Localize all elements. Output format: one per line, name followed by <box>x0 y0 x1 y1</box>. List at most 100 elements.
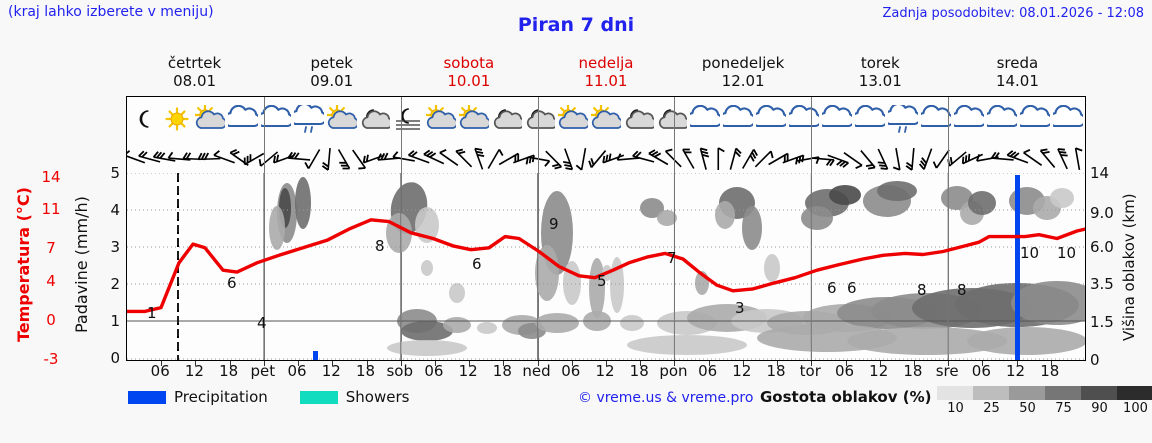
x-tick <box>195 361 196 366</box>
cloud-icon <box>689 97 722 143</box>
location-menu-note[interactable]: (kraj lahko izberete v meniju) <box>8 4 214 20</box>
wind-barb <box>682 148 695 169</box>
cloud-tick-0: 14 <box>1090 164 1110 182</box>
precipitation-tick-0: 5 <box>110 164 120 182</box>
temperature-value-label: 6 <box>827 279 837 297</box>
wind-barb <box>632 150 655 163</box>
x-tick <box>401 361 402 366</box>
wind-barb <box>1057 148 1068 170</box>
x-tick <box>811 361 812 366</box>
cloud-icon <box>821 97 854 143</box>
x-axis-label-9: 12 <box>458 362 478 380</box>
cloud-icon <box>226 97 259 143</box>
wind-barb <box>563 148 574 171</box>
x-axis-label-5: 12 <box>321 362 341 380</box>
wind-barb <box>138 150 161 163</box>
precipitation-tick-5: 0 <box>110 349 120 367</box>
wind-barb <box>362 154 385 164</box>
cloud-density-step-label: 75 <box>1055 401 1072 416</box>
wind-barb <box>860 150 876 170</box>
wind-barb <box>843 152 863 170</box>
precipitation-legend-label: Precipitation <box>174 388 268 406</box>
cloud-drizzle-icon <box>887 97 920 143</box>
x-tick <box>161 361 162 366</box>
cloud-density-legend: Gostota oblakov (%) 10 25 50 75 90 100 <box>760 386 1152 416</box>
cloud-icon <box>755 97 788 143</box>
cloud-density-step <box>1081 386 1118 400</box>
icon-row-separator-6 <box>948 97 949 173</box>
precipitation-bar <box>313 351 318 360</box>
wind-barb <box>918 148 933 170</box>
day-name: ponedeljek <box>701 54 785 72</box>
wind-barb <box>932 149 950 169</box>
x-axis-label-6: 18 <box>355 362 376 380</box>
x-axis-label-26: 18 <box>1040 362 1060 380</box>
cloud-tick-4: 1.5 <box>1090 313 1114 331</box>
wind-barb <box>729 147 742 170</box>
x-tick <box>674 361 675 366</box>
wind-barb <box>1023 148 1043 166</box>
wind-barb <box>1006 150 1029 164</box>
x-tick <box>332 361 333 366</box>
wind-barb <box>498 152 520 166</box>
x-tick <box>846 361 847 366</box>
cloud-density-step <box>973 386 1010 400</box>
x-axis-label-16: 06 <box>698 362 718 380</box>
wind-barb <box>127 150 146 164</box>
wind-barb <box>392 151 415 162</box>
day-header-4: nedelja 11.01 <box>537 54 674 94</box>
moon-cloud-icon <box>656 97 689 143</box>
cloud-density-step-label: 10 <box>947 401 964 416</box>
x-axis-label-25: 12 <box>1006 362 1026 380</box>
moon-cloud-icon <box>490 97 523 143</box>
temperature-tick-3: 4 <box>46 272 56 290</box>
x-axis-label-20: 06 <box>834 362 855 380</box>
wind-barb <box>167 151 191 161</box>
wind-barb <box>768 152 789 166</box>
last-update-label: Zadnja posodobitev: 08.01.2026 - 12:08 <box>882 6 1144 21</box>
copyright-link[interactable]: © vreme.us & vreme.pro <box>578 390 754 406</box>
x-tick <box>948 361 949 366</box>
x-axis-label-3: pet <box>250 362 276 380</box>
x-tick <box>1017 361 1018 366</box>
moon-cloud-icon <box>523 97 556 143</box>
temperature-value-label: 10 <box>1020 244 1039 262</box>
wind-barb <box>905 147 915 171</box>
wind-barb <box>407 150 430 164</box>
page-title: Piran 7 dni <box>517 14 635 36</box>
cloud-tick-3: 3.5 <box>1090 275 1114 293</box>
x-tick <box>572 361 573 366</box>
precipitation-swatch <box>128 390 166 404</box>
wind-barb <box>699 147 710 170</box>
temperature-value-label: 8 <box>375 237 385 255</box>
cloud-density-title: Gostota oblakov (%) <box>760 388 932 406</box>
icon-row-separator-1 <box>264 97 265 173</box>
showers-legend-label: Showers <box>345 388 410 406</box>
cloud-icon <box>722 97 755 143</box>
day-date: 09.01 <box>310 72 354 90</box>
icon-row-separator-5 <box>811 97 812 173</box>
day-name: sreda <box>996 54 1039 72</box>
wind-barb <box>213 150 235 164</box>
temperature-value-label: 8 <box>957 281 967 299</box>
x-axis-label-8: 06 <box>424 362 444 380</box>
temperature-tick-1: 11 <box>41 200 61 218</box>
wind-barb <box>423 149 445 165</box>
x-tick <box>777 361 778 366</box>
x-tick <box>606 361 607 366</box>
icon-row-separator-3 <box>538 97 539 173</box>
wind-barb <box>487 149 504 169</box>
temperature-value-label: 1 <box>147 304 157 322</box>
wind-barb <box>258 151 279 167</box>
icon-row-separator-4 <box>674 97 675 173</box>
temperature-value-label: 6 <box>472 255 482 273</box>
x-tick <box>367 361 368 366</box>
sun-cloud-icon <box>424 97 457 143</box>
temperature-value-label: 3 <box>735 299 745 317</box>
x-axis-label-12: 06 <box>561 362 581 380</box>
wind-barb <box>1074 147 1083 170</box>
cloud-density-step-label: 90 <box>1091 401 1108 416</box>
x-tick <box>709 361 710 366</box>
wind-barb <box>754 150 774 168</box>
temperature-tick-2: 7 <box>46 239 56 257</box>
